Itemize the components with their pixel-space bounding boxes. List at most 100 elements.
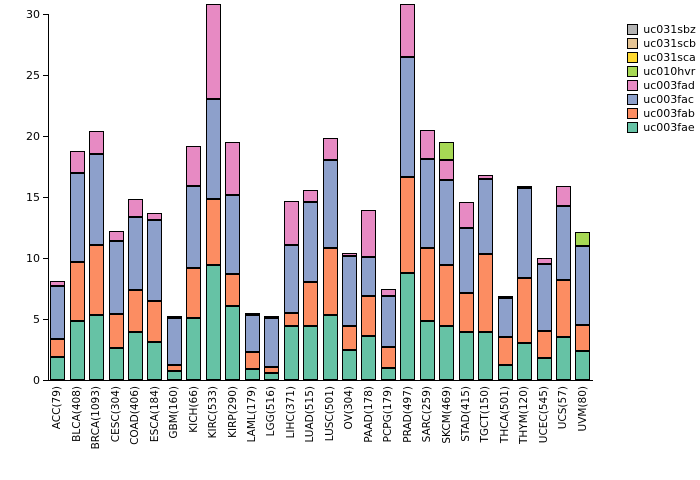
- bar-segment-uc003fad: [322, 138, 338, 161]
- x-label-slot: KIRP(290): [225, 386, 240, 478]
- bar-segment-uc003fac: [244, 315, 260, 352]
- legend-item-uc031sca: uc031sca: [627, 52, 696, 63]
- bar-segment-uc003fae: [517, 343, 533, 380]
- bar-segment-uc003fab: [575, 325, 591, 351]
- bar-segment-uc003fac: [50, 286, 66, 339]
- bar-segment-uc003fab: [303, 282, 319, 327]
- bar-segment-uc003fab: [517, 277, 533, 344]
- bar-segment-uc003fab: [89, 244, 105, 316]
- stacked-bar-coad: [128, 199, 144, 380]
- bar-segment-uc003fae: [50, 356, 66, 380]
- stacked-bar-prad: [400, 4, 416, 380]
- bar-segment-uc003fab: [264, 366, 280, 373]
- x-axis-category-label: UVM(80): [576, 386, 589, 432]
- bar-segment-uc003fac: [283, 244, 299, 313]
- x-label-slot: BLCA(408): [70, 386, 85, 478]
- bar-segment-uc003fab: [478, 254, 494, 333]
- bar-segment-uc003fac: [166, 317, 182, 366]
- y-axis-tick-label: 25: [26, 69, 40, 82]
- stacked-bar-gbm: [166, 315, 182, 380]
- legend-swatch-icon: [627, 66, 639, 77]
- x-label-slot: LUAD(515): [303, 386, 318, 478]
- bar-segment-uc003fae: [303, 326, 319, 380]
- stacked-bar-thca: [497, 295, 513, 380]
- bar-segment-uc003fae: [361, 336, 377, 380]
- bar-segment-uc003fab: [419, 248, 435, 322]
- stacked-bar-skcm: [439, 142, 455, 380]
- bar-segment-uc003fae: [283, 326, 299, 380]
- bar-segment-uc003fac: [147, 220, 163, 301]
- x-axis-category-label: SKCM(469): [440, 386, 453, 444]
- bar-segment-uc003fab: [380, 347, 396, 368]
- bar-segment-uc003fad: [458, 201, 474, 228]
- bar-segment-uc003fab: [458, 293, 474, 333]
- x-label-slot: UVM(80): [575, 386, 590, 478]
- bar-segment-uc003fad: [147, 212, 163, 221]
- bar-segment-uc003fad: [89, 131, 105, 155]
- legend-label: uc003fab: [643, 107, 695, 120]
- y-axis-tick: [43, 75, 48, 76]
- x-label-slot: LGG(516): [264, 386, 279, 478]
- stacked-bar-brca: [89, 131, 105, 380]
- bar-segment-uc003fae: [458, 332, 474, 380]
- y-axis-tick: [43, 258, 48, 259]
- y-axis-tick-label: 10: [26, 252, 40, 265]
- bar-segment-uc003fab: [322, 248, 338, 316]
- bar-segment-uc003fae: [342, 349, 358, 380]
- bar-segment-uc003fae: [225, 305, 241, 380]
- stacked-bar-paad: [361, 210, 377, 380]
- bar-segment-uc003fac: [517, 188, 533, 278]
- bar-segment-uc003fac: [478, 178, 494, 255]
- x-axis-category-label: UCS(57): [557, 386, 570, 430]
- bar-segment-uc003fac: [497, 298, 513, 338]
- bar-segment-uc003fac: [342, 255, 358, 327]
- legend-label: uc031scb: [643, 37, 696, 50]
- bar-segment-uc003fac: [264, 317, 280, 367]
- legend-swatch-icon: [627, 24, 639, 35]
- stacked-bar-kich: [186, 145, 202, 380]
- bar-segment-uc003fad: [478, 175, 494, 179]
- bar-segment-uc003fae: [244, 369, 260, 380]
- bar-segment-uc003fab: [556, 279, 571, 338]
- y-axis-tick: [43, 319, 48, 320]
- x-axis-category-label: LIHC(371): [284, 386, 297, 439]
- x-label-slot: KICH(66): [186, 386, 201, 478]
- stacked-bar-acc: [50, 281, 66, 380]
- x-label-slot: GBM(160): [167, 386, 182, 478]
- bar-segment-uc003fac: [322, 160, 338, 249]
- x-axis-category-label: THYM(120): [518, 386, 531, 445]
- legend-swatch-icon: [627, 38, 639, 49]
- bar-segment-uc003fad: [400, 4, 416, 57]
- x-label-slot: PCPG(179): [381, 386, 396, 478]
- y-axis-tick: [43, 197, 48, 198]
- bar-segment-uc003fae: [186, 317, 202, 380]
- stacked-bar-kirp: [225, 142, 241, 380]
- x-label-slot: LIHC(371): [284, 386, 299, 478]
- bar-segment-uc003fab: [361, 295, 377, 337]
- x-axis-category-label: TGCT(150): [479, 386, 492, 443]
- x-axis-category-label: KICH(66): [187, 386, 200, 433]
- bar-segment-uc003fad: [517, 186, 533, 189]
- bar-segment-uc003fac: [400, 56, 416, 178]
- bar-segment-uc003fad: [536, 258, 552, 265]
- x-axis-category-label: LAML(179): [246, 386, 258, 443]
- bar-segment-uc003fac: [556, 205, 571, 280]
- bar-segment-uc010hvr: [575, 232, 591, 246]
- bar-segment-uc003fab: [128, 289, 144, 333]
- bar-segment-uc003fac: [458, 227, 474, 294]
- bar-segment-uc003fac: [186, 186, 202, 268]
- x-axis-category-label: ESCA(184): [148, 386, 161, 443]
- y-axis-tick: [43, 380, 48, 381]
- stacked-bar-lihc: [283, 200, 299, 380]
- bar-segment-uc003fae: [439, 326, 455, 380]
- bar-segment-uc003fad: [244, 313, 260, 316]
- bar-segment-uc003fad: [108, 231, 124, 241]
- bar-segment-uc003fae: [575, 350, 591, 380]
- x-axis-category-label: PAAD(178): [362, 386, 375, 443]
- bar-segment-uc003fac: [575, 245, 591, 326]
- x-axis-category-label: BLCA(408): [70, 386, 83, 442]
- x-axis-category-label: LUSC(501): [323, 386, 336, 442]
- bar-segment-uc003fae: [497, 365, 513, 380]
- bar-segment-uc003fac: [128, 216, 144, 290]
